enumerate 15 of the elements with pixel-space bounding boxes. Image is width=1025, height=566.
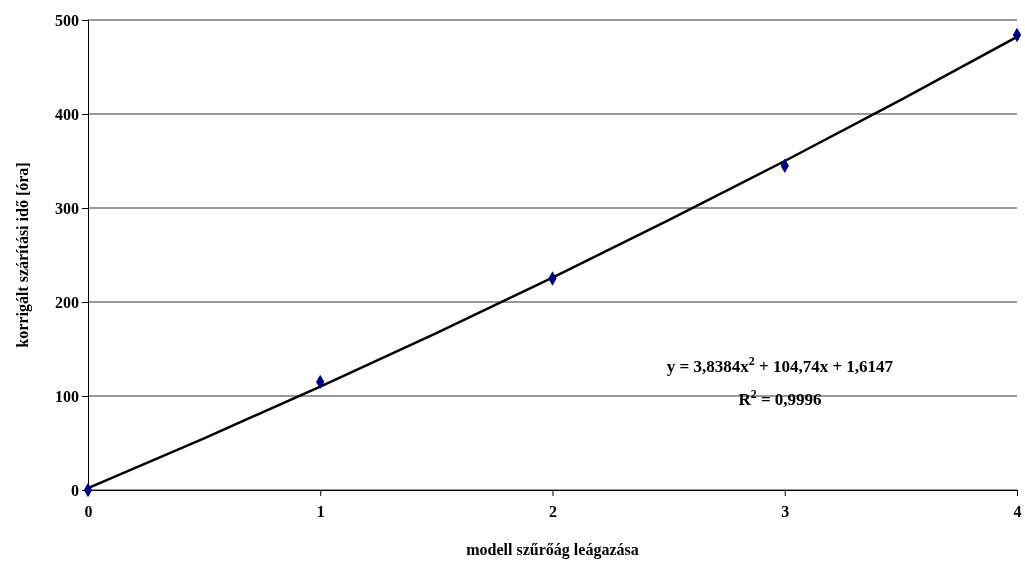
y-tick-label: 100	[55, 387, 79, 405]
x-tick-label: 1	[316, 502, 325, 520]
x-tick-label: 0	[84, 502, 93, 520]
y-tick-label: 0	[71, 481, 79, 499]
y-tick-label: 400	[55, 105, 79, 123]
x-tick-label: 3	[781, 502, 790, 520]
x-tick-label: 4	[1013, 502, 1022, 520]
y-tick-label: 200	[55, 293, 79, 311]
x-axis-title: modell szűrőág leágazása	[466, 541, 639, 559]
annotation: R$^{2}$ = 0,9996	[738, 387, 822, 409]
y-tick-label: 300	[55, 199, 79, 217]
x-tick-label: 2	[549, 502, 557, 520]
annotation: y = 3,8384x$^{2}$ + 104,74x + 1,6147	[666, 354, 894, 376]
y-axis-title: korrigált szárítási idő [óra]	[14, 162, 32, 348]
y-tick-label: 500	[55, 11, 79, 29]
